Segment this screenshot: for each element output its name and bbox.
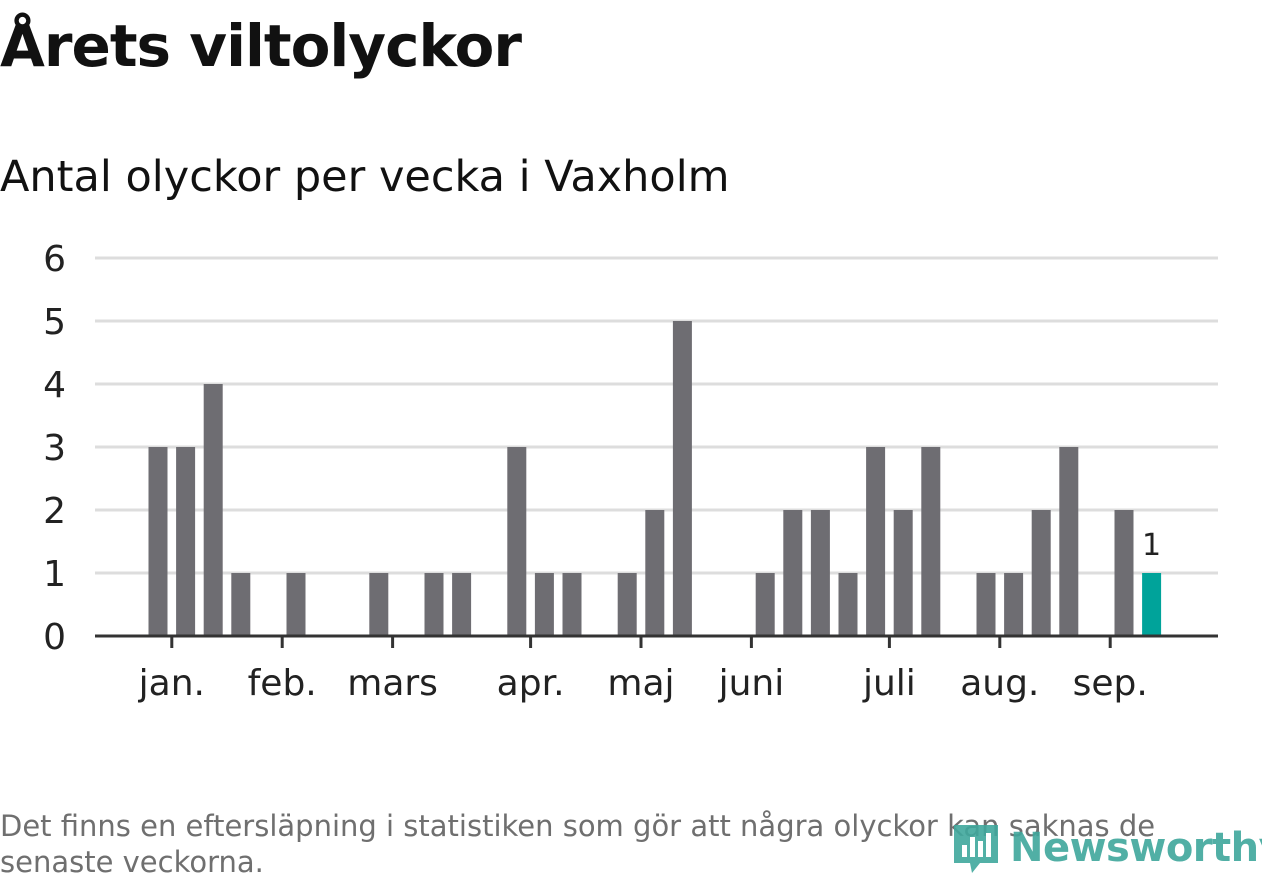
bar-highlight	[1142, 573, 1162, 636]
x-tick-label: sep.	[1073, 663, 1148, 704]
bar	[176, 447, 196, 636]
y-tick-label: 5	[43, 302, 66, 343]
y-tick-label: 1	[43, 554, 66, 595]
y-tick-label: 2	[43, 491, 66, 532]
bar	[534, 573, 554, 636]
bar	[562, 573, 582, 636]
newsworthy-logo: Newsworthy	[950, 818, 1262, 878]
logo-text: Newsworthy	[1010, 825, 1262, 871]
bar	[617, 573, 637, 636]
bar	[672, 321, 692, 636]
bar	[452, 573, 472, 636]
x-tick-label: juli	[862, 663, 916, 704]
x-tick-label: jan.	[138, 663, 205, 704]
x-tick-label: mars	[347, 663, 438, 704]
bar	[424, 573, 444, 636]
y-axis-ticks: 0 1 2 3 4 5 6	[43, 239, 66, 658]
bar	[893, 510, 913, 636]
y-tick-label: 0	[43, 617, 66, 658]
bar	[1114, 510, 1134, 636]
bar	[286, 573, 306, 636]
bar	[1004, 573, 1024, 636]
y-tick-label: 6	[43, 239, 66, 280]
x-tick-label: aug.	[960, 663, 1039, 704]
bars	[148, 321, 1162, 636]
data-label: 1	[1142, 528, 1161, 563]
y-tick-label: 4	[43, 365, 66, 406]
newsworthy-chart-icon	[954, 825, 998, 873]
chart-title: Årets viltolyckor	[0, 12, 522, 80]
bar	[645, 510, 665, 636]
bar	[976, 573, 996, 636]
x-tick-label: apr.	[497, 663, 565, 704]
bar	[783, 510, 803, 636]
bar	[231, 573, 251, 636]
x-tick-label: feb.	[248, 663, 317, 704]
bar	[866, 447, 886, 636]
bar	[810, 510, 830, 636]
bar	[838, 573, 858, 636]
data-labels: 1	[1142, 528, 1161, 563]
x-tick-label: maj	[607, 663, 674, 704]
bar	[369, 573, 389, 636]
bar	[1031, 510, 1051, 636]
y-tick-label: 3	[43, 428, 66, 469]
bar	[507, 447, 527, 636]
x-tick-label: juni	[718, 663, 785, 704]
bar	[755, 573, 775, 636]
bar-chart: 0 1 2 3 4 5 6 jan. feb. mars apr. maj juni juli aug. s…	[43, 239, 1218, 704]
x-axis-ticks: jan. feb. mars apr. maj juni juli aug. sep.	[138, 636, 1148, 704]
bar	[921, 447, 941, 636]
bar	[148, 447, 168, 636]
bar	[1059, 447, 1079, 636]
chart-subtitle: Antal olyckor per vecka i Vaxholm	[0, 152, 730, 202]
bar	[203, 384, 223, 636]
